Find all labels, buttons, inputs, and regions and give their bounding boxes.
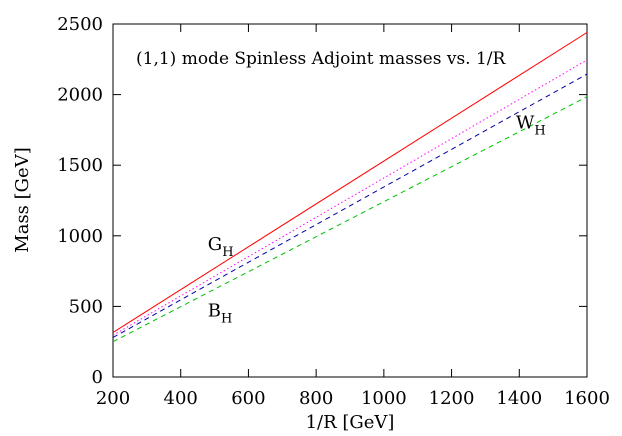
x-axis-label: 1/R [GeV]: [306, 412, 395, 433]
chart-title: (1,1) mode Spinless Adjoint masses vs. 1…: [136, 49, 507, 69]
series-line-2: [112, 59, 588, 336]
y-tick-label: 2000: [57, 85, 103, 106]
x-tick-label: 800: [299, 388, 333, 409]
y-tick-labels: 0 500 1000 1500 2000 2500: [57, 14, 103, 388]
y-tick-label: 1500: [57, 155, 103, 176]
series-line-3: [112, 73, 588, 338]
x-tick-label: 1000: [361, 388, 407, 409]
series-annotation: GH: [208, 234, 234, 260]
x-tick-label: 1200: [429, 388, 475, 409]
y-tick-label: 1000: [57, 226, 103, 247]
x-tick-label: 600: [231, 388, 265, 409]
y-tick-label: 500: [69, 296, 103, 317]
y-axis-label: Mass [GeV]: [12, 147, 33, 252]
plot-frame: [112, 23, 588, 378]
series-annotation: BH: [208, 300, 233, 326]
x-tick-label: 1400: [496, 388, 542, 409]
x-tick-label: 200: [96, 388, 130, 409]
x-tick-label: 1600: [564, 388, 610, 409]
axis-ticks: [112, 23, 588, 378]
y-tick-label: 2500: [57, 14, 103, 35]
series-line-1: [112, 32, 588, 333]
series-annotation: WH: [516, 112, 546, 138]
series-lines: [112, 32, 588, 343]
x-tick-labels: 200 400 600 800 1000 1200 1400 1600: [96, 388, 610, 409]
series-annotations: GH BH WH: [208, 112, 546, 326]
x-tick-label: 400: [164, 388, 198, 409]
y-tick-label: 0: [92, 367, 103, 388]
series-line-4: [112, 96, 588, 343]
